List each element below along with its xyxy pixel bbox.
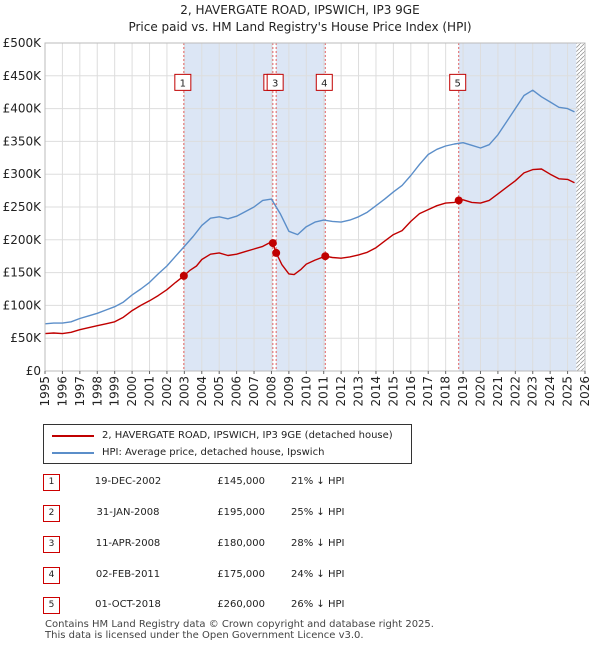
transaction-hpi-diff: 28% ↓ HPI [291, 538, 345, 549]
x-tick-label: 1997 [73, 376, 87, 407]
sale-point [454, 196, 463, 205]
transaction-price: £195,000 [217, 507, 265, 518]
legend-label-hpi: HPI: Average price, detached house, Ipsw… [102, 447, 325, 458]
legend-swatch-property [52, 435, 94, 437]
transaction-hpi-diff: 26% ↓ HPI [291, 599, 345, 610]
legend: 2, HAVERGATE ROAD, IPSWICH, IP3 9GE (det… [43, 424, 412, 464]
x-tick-label: 2010 [299, 376, 313, 407]
transaction-price: £145,000 [217, 476, 265, 487]
table-row: 4 02-FEB-2011 £175,000 24% ↓ HPI [43, 567, 443, 585]
x-tick-label: 2020 [473, 376, 487, 407]
x-tick-label: 2008 [264, 376, 278, 407]
transaction-number-badge: 1 [43, 474, 60, 491]
x-tick-label: 2014 [369, 376, 383, 407]
table-row: 5 01-OCT-2018 £260,000 26% ↓ HPI [43, 597, 443, 615]
x-tick-label: 2009 [282, 376, 296, 407]
y-tick-label: £0 [26, 364, 41, 378]
legend-swatch-hpi [52, 452, 94, 454]
sale-point [268, 239, 277, 248]
x-tick-label: 2018 [439, 376, 453, 407]
marker-badge-label: 5 [455, 78, 461, 89]
transaction-price: £180,000 [217, 538, 265, 549]
x-tick-label: 1998 [90, 376, 104, 407]
x-tick-label: 2011 [317, 376, 331, 407]
y-tick-label: £400K [3, 102, 43, 116]
x-tick-label: 2000 [125, 376, 139, 407]
transaction-hpi-diff: 24% ↓ HPI [291, 569, 345, 580]
sale-point [321, 252, 330, 261]
marker-badge [174, 73, 192, 91]
x-tick-label: 2025 [561, 376, 575, 407]
x-tick-label: 1995 [38, 376, 52, 407]
marker-badge-label: 4 [321, 78, 327, 89]
sale-point [179, 271, 188, 280]
transaction-number-badge: 5 [43, 597, 60, 614]
table-row: 3 11-APR-2008 £180,000 28% ↓ HPI [43, 536, 443, 554]
x-tick-label: 2019 [456, 376, 470, 407]
x-tick-label: 2007 [247, 376, 261, 407]
marker-badge-label: 3 [272, 78, 278, 89]
chart-title: 2, HAVERGATE ROAD, IPSWICH, IP3 9GE [180, 3, 420, 17]
x-tick-label: 2002 [160, 376, 174, 407]
x-tick-label: 2023 [526, 376, 540, 407]
marker-badge [315, 73, 333, 91]
y-tick-label: £150K [3, 266, 43, 280]
property-price-line [44, 168, 575, 335]
transaction-date: 31-JAN-2008 [96, 507, 160, 518]
x-tick-label: 1999 [108, 376, 122, 407]
transaction-price: £260,000 [217, 599, 265, 610]
y-tick-label: £350K [3, 134, 43, 148]
x-tick-label: 2012 [334, 376, 348, 407]
transaction-date: 19-DEC-2002 [94, 476, 162, 487]
table-row: 1 19-DEC-2002 £145,000 21% ↓ HPI [43, 474, 443, 492]
y-tick-label: £100K [3, 298, 43, 312]
transaction-number-badge: 3 [43, 536, 60, 553]
x-tick-label: 1996 [55, 376, 69, 407]
sale-point [272, 248, 281, 257]
x-tick-label: 2013 [352, 376, 366, 407]
transaction-hpi-diff: 21% ↓ HPI [291, 476, 345, 487]
x-tick-label: 2016 [404, 376, 418, 407]
x-tick-label: 2006 [230, 376, 244, 407]
x-tick-label: 2024 [543, 376, 557, 407]
footer-license: This data is licensed under the Open Gov… [45, 630, 364, 641]
x-tick-label: 2026 [578, 376, 592, 407]
x-tick-label: 2015 [386, 376, 400, 407]
marker-badge [449, 73, 467, 91]
transaction-date: 01-OCT-2018 [95, 599, 161, 610]
y-tick-label: £200K [3, 233, 43, 247]
y-tick-label: £250K [3, 200, 43, 214]
x-tick-label: 2021 [491, 376, 505, 407]
legend-label-property: 2, HAVERGATE ROAD, IPSWICH, IP3 9GE (det… [102, 430, 393, 441]
marker-badge-label: 1 [180, 78, 186, 89]
x-tick-label: 2022 [508, 376, 522, 407]
footer-copyright: Contains HM Land Registry data © Crown c… [45, 619, 434, 630]
footer: Contains HM Land Registry data © Crown c… [45, 619, 434, 641]
marker-badge [266, 73, 284, 91]
table-row: 2 31-JAN-2008 £195,000 25% ↓ HPI [43, 505, 443, 523]
chart-subtitle: Price paid vs. HM Land Registry's House … [128, 20, 472, 34]
y-tick-label: £50K [10, 331, 42, 345]
x-tick-label: 2017 [421, 376, 435, 407]
transaction-number-badge: 4 [43, 567, 60, 584]
transaction-price: £175,000 [217, 569, 265, 580]
x-tick-label: 2004 [195, 376, 209, 407]
x-tick-label: 2003 [177, 376, 191, 407]
transaction-date: 02-FEB-2011 [95, 569, 161, 580]
transaction-hpi-diff: 25% ↓ HPI [291, 507, 345, 518]
plot-frame [44, 42, 586, 372]
x-tick-label: 2001 [143, 376, 157, 407]
hpi-line [44, 89, 575, 325]
x-tick-label: 2005 [212, 376, 226, 407]
y-tick-label: £450K [3, 69, 43, 83]
y-tick-label: £500K [3, 36, 43, 50]
transaction-number-badge: 2 [43, 505, 60, 522]
y-tick-label: £300K [3, 167, 43, 181]
price-chart: 12345£0£50K£100K£150K£200K£250K£300K£350… [3, 36, 592, 407]
transaction-date: 11-APR-2008 [95, 538, 161, 549]
